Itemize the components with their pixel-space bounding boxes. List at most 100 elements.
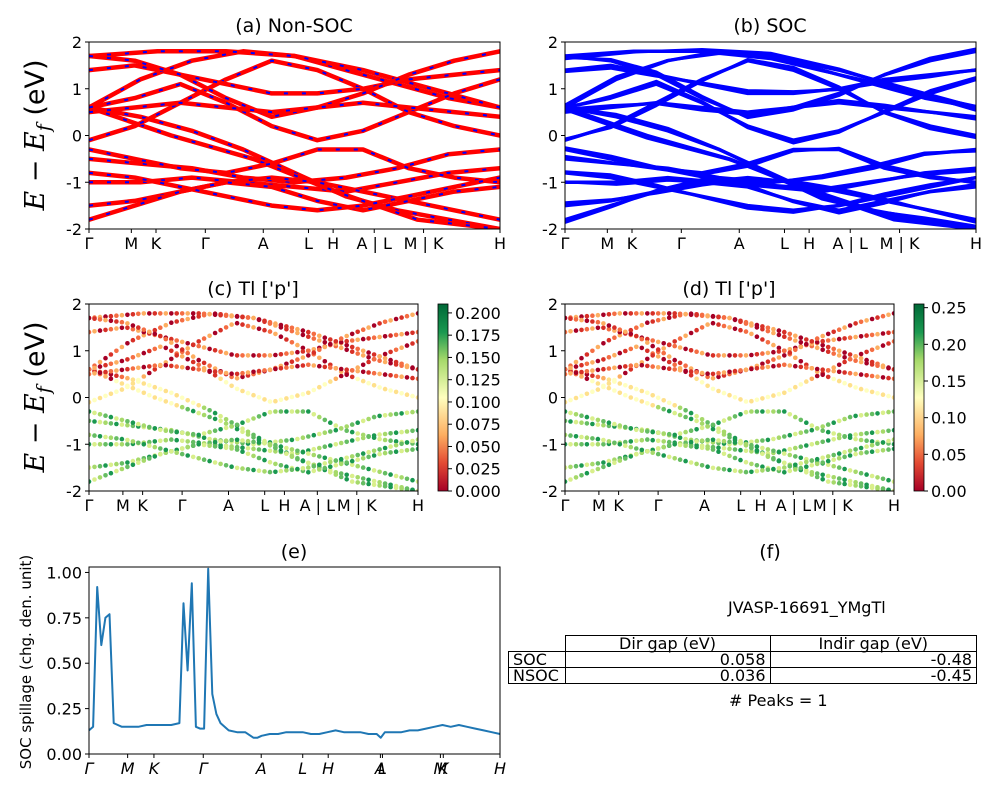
projected-band-point (820, 455, 825, 461)
projected-band-point (338, 366, 344, 372)
projected-band-point (223, 445, 229, 451)
projected-band-point (639, 322, 645, 328)
projected-band-point (661, 311, 666, 316)
projected-band-point (344, 372, 350, 378)
projected-band-point (875, 475, 880, 480)
projected-band-point (880, 392, 886, 398)
projected-band-point (853, 385, 858, 390)
projected-band-point (333, 339, 339, 344)
colorbar-tick-label: 0.00 (931, 482, 967, 501)
projected-band-point (639, 336, 645, 342)
x-tick-label: M (433, 759, 447, 778)
projected-band-point (212, 444, 218, 449)
projected-band-point (147, 383, 152, 388)
projected-band-point (590, 421, 595, 427)
projected-band-point (727, 446, 732, 452)
projected-band-point (262, 457, 267, 463)
x-tick-label: Γ (85, 234, 94, 253)
projected-band-point (612, 421, 617, 427)
panel-a-bands (89, 49, 500, 229)
projected-band-point (185, 350, 190, 356)
projected-band-point (399, 411, 404, 416)
panel-e-spillage (88, 567, 501, 739)
colorbar-tick-label: 0.100 (455, 393, 501, 412)
projected-band-point (606, 439, 612, 444)
projected-band-point (234, 437, 240, 443)
projected-band-point (355, 452, 361, 458)
projected-band-point (836, 362, 842, 368)
projected-band-point (606, 337, 612, 343)
projected-band-point (831, 346, 836, 352)
projected-band-point (853, 432, 858, 437)
x-tick-label: K (151, 234, 162, 253)
projected-band-point (174, 353, 179, 358)
projected-band-point (601, 384, 606, 390)
projected-band-point (568, 464, 573, 470)
projected-band-point (721, 446, 727, 451)
projected-band-point (229, 464, 234, 470)
projected-band-point (584, 369, 590, 374)
projected-band-point (820, 333, 825, 339)
projected-band-point (677, 442, 683, 448)
projected-band-point (858, 372, 864, 377)
projected-band-point (765, 364, 771, 370)
projected-band-point (749, 442, 754, 448)
projected-band-point (349, 344, 355, 350)
projected-band-point (836, 353, 842, 358)
colorbar-tick-label: 0.175 (455, 326, 501, 345)
projected-band-point (169, 429, 174, 434)
projected-band-point (169, 320, 174, 326)
projected-band-point (776, 363, 782, 368)
x-tick-label: H (494, 234, 506, 253)
projected-band-point (886, 393, 891, 399)
projected-band-point (732, 414, 738, 419)
projected-band-point (639, 345, 645, 351)
projected-band-point (333, 463, 339, 468)
projected-band-point (169, 363, 174, 369)
projected-band-point (864, 484, 869, 490)
band-line-split (565, 66, 976, 94)
projected-band-point (606, 323, 612, 328)
projected-band-point (771, 466, 776, 472)
projected-band-point (738, 469, 743, 474)
projected-band-point (234, 422, 240, 428)
projected-band-point (114, 436, 119, 441)
projected-band-point (606, 423, 612, 429)
projected-band-point (130, 355, 136, 360)
projected-band-point (278, 334, 284, 340)
projected-band-point (190, 454, 196, 460)
projected-band-point (212, 410, 218, 416)
projected-band-point (344, 342, 350, 348)
projected-band-point (108, 318, 114, 324)
projected-band-point (158, 344, 163, 350)
projected-band-point (344, 472, 350, 478)
projected-band-point (190, 443, 196, 449)
projected-band-point (606, 420, 612, 426)
projected-band-point (284, 396, 289, 401)
projected-band-point (787, 452, 793, 458)
projected-band-point (738, 441, 743, 446)
projected-band-point (185, 365, 190, 371)
projected-band-point (584, 435, 590, 441)
projected-band-point (749, 439, 754, 445)
projected-band-point (568, 442, 573, 447)
projected-band-point (119, 344, 125, 350)
projected-band-point (661, 431, 666, 436)
projected-band-point (886, 312, 891, 318)
projected-band-point (847, 468, 853, 473)
x-tick-label: Γ (85, 759, 95, 778)
projected-band-point (710, 426, 716, 432)
projected-band-point (371, 482, 377, 488)
projected-band-point (869, 359, 875, 365)
projected-band-point (825, 374, 831, 380)
colorbar-tick-label: 0.05 (931, 445, 967, 464)
colorbar-tick-label: 0.25 (931, 299, 967, 318)
projected-band-point (234, 386, 240, 392)
projected-band-point (360, 336, 366, 342)
band-line (89, 49, 500, 110)
projected-band-point (836, 480, 842, 486)
projected-band-point (776, 355, 782, 360)
projected-band-point (119, 319, 125, 325)
projected-band-point (793, 454, 798, 459)
projected-band-point (886, 447, 891, 452)
